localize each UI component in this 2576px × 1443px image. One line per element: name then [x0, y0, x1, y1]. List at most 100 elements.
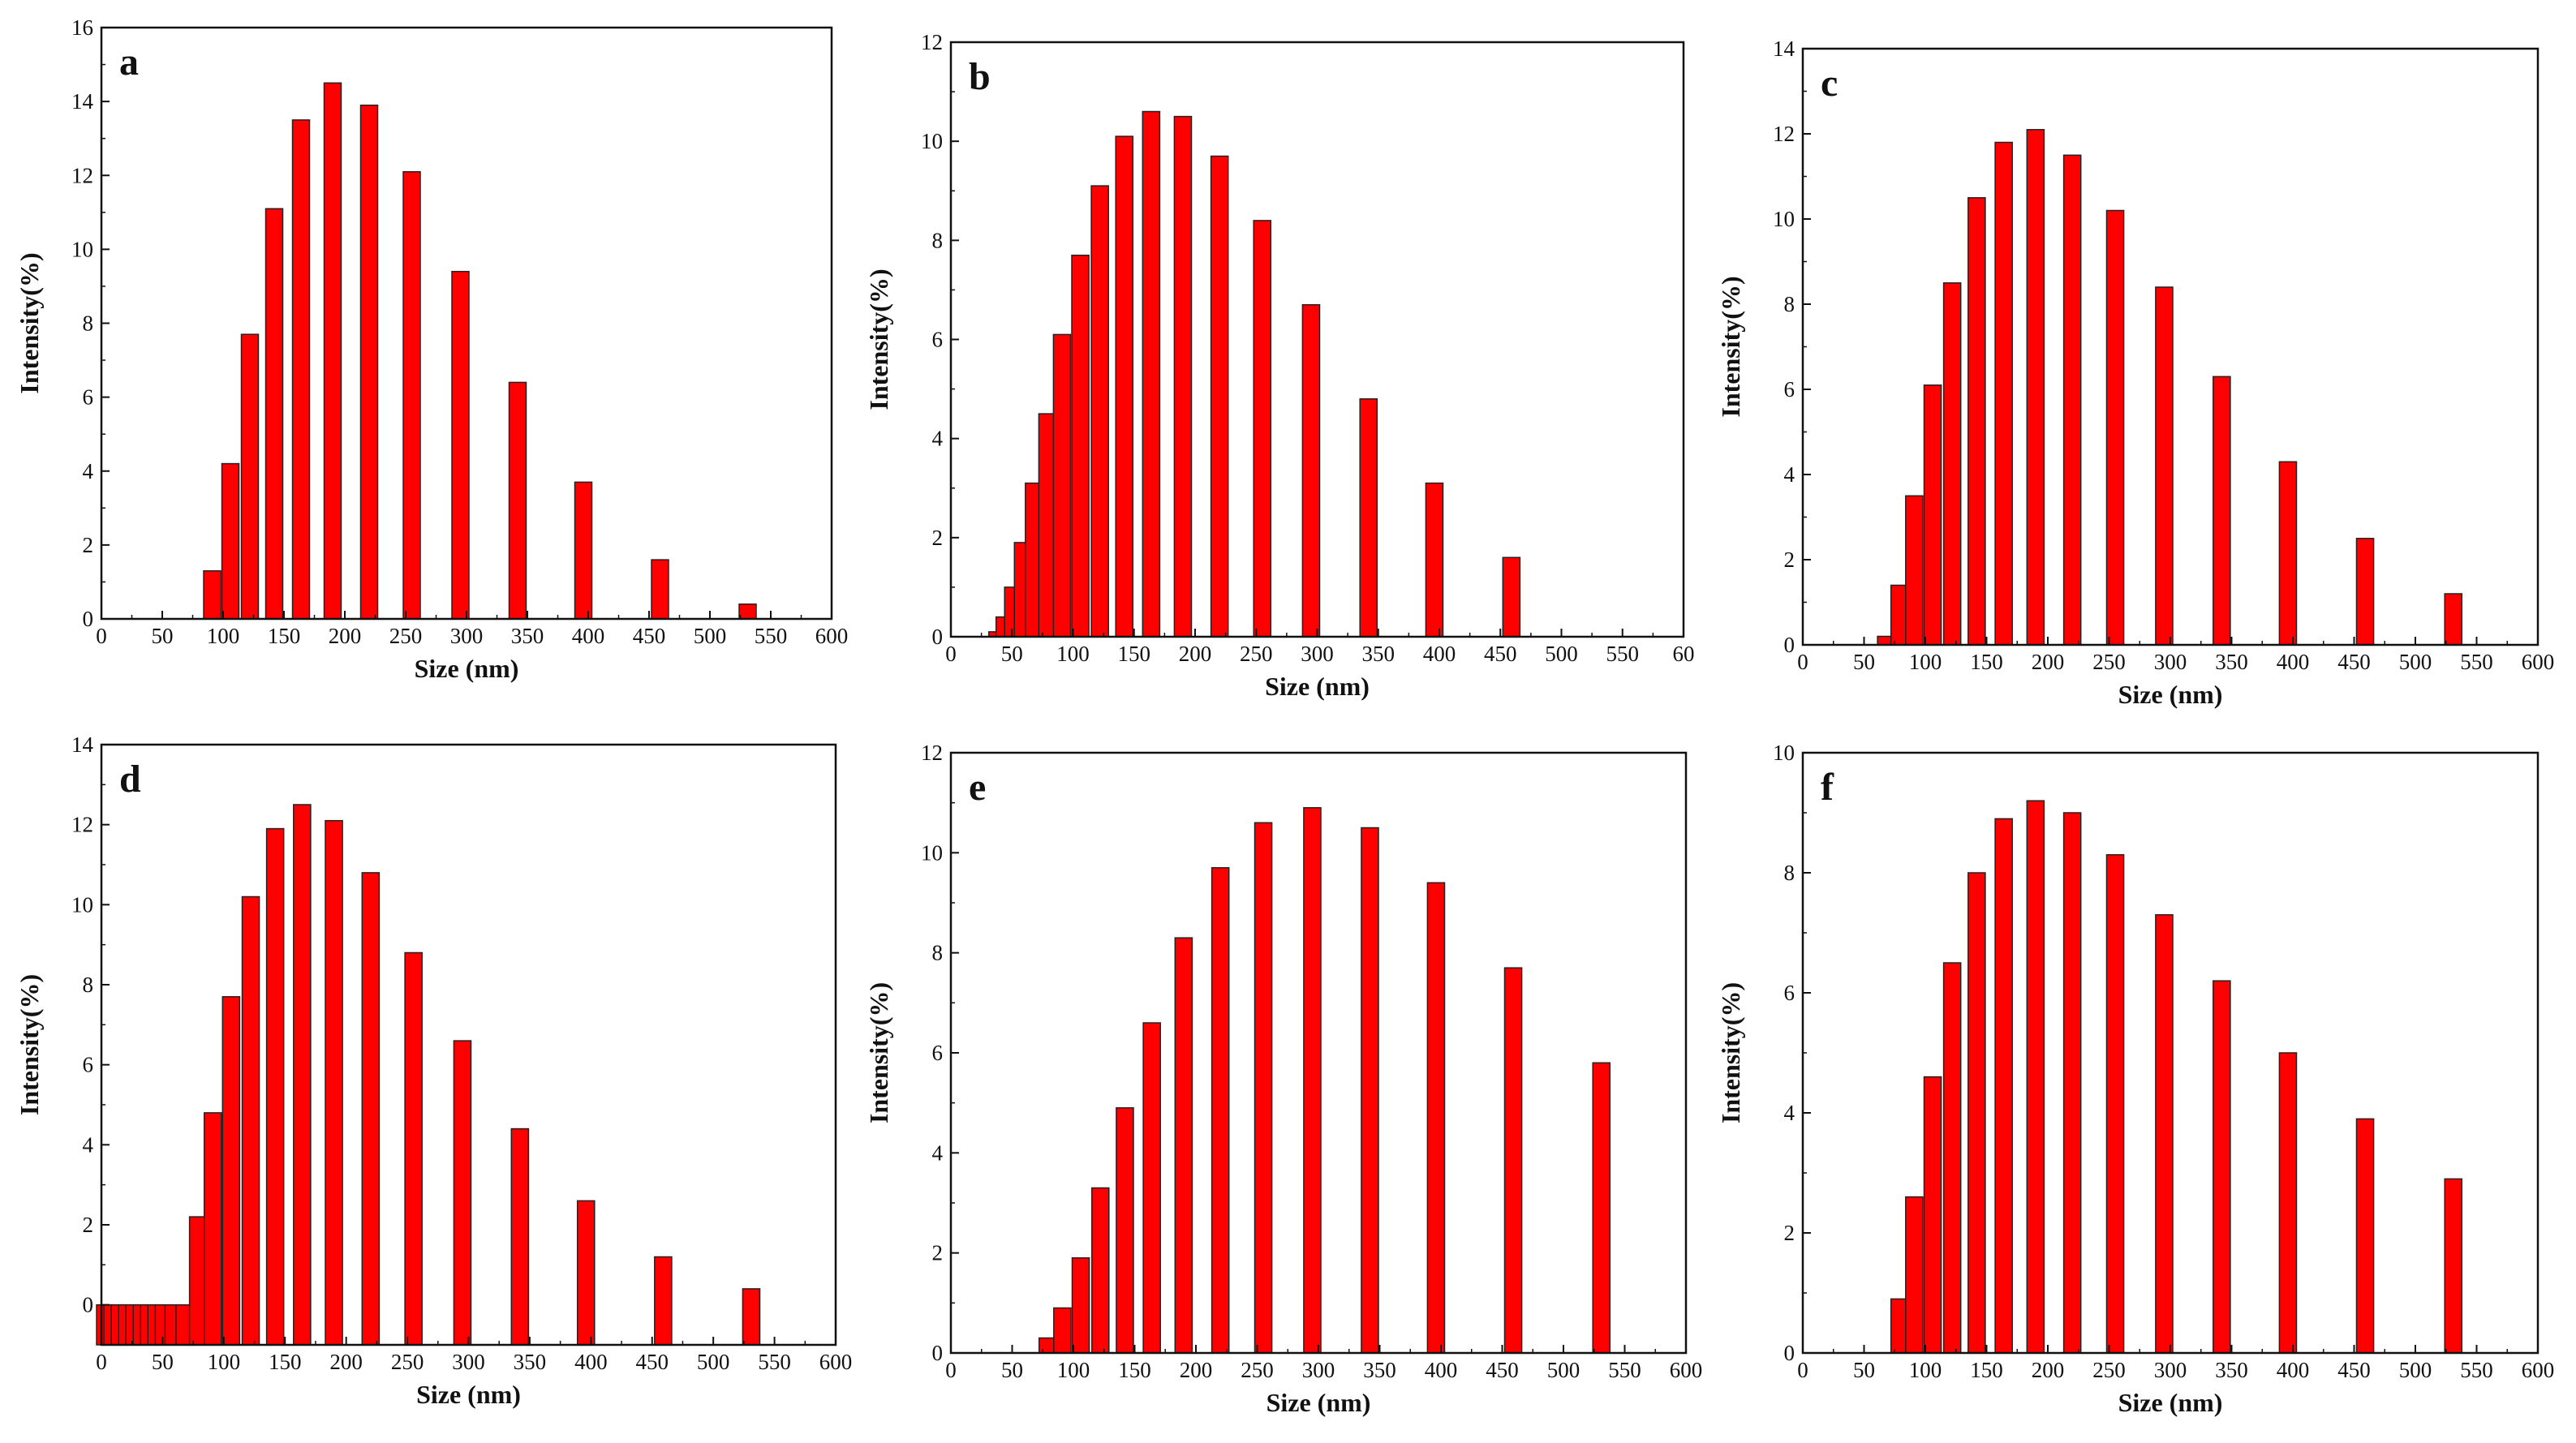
y-tick-label: 2 [932, 526, 944, 550]
x-tick-label: 400 [574, 1350, 608, 1374]
y-tick-label: 6 [932, 1041, 944, 1065]
x-tick-label: 50 [1853, 1358, 1875, 1382]
y-axis-label: Intensity(%) [15, 974, 44, 1115]
x-tick-label: 500 [694, 624, 727, 648]
bar [2062, 154, 2082, 646]
y-axis-label: Intensity(%) [864, 268, 893, 410]
y-tick-label: 10 [1773, 207, 1795, 231]
x-tick-label: 0 [1797, 650, 1808, 674]
y-tick-label: 6 [1784, 377, 1795, 402]
bar [2062, 812, 2082, 1354]
y-tick-label: 10 [921, 840, 943, 865]
y-tick-label: 6 [83, 385, 94, 410]
y-tick-label: 14 [71, 89, 94, 114]
y-tick-label: 12 [921, 741, 943, 765]
x-tick-label: 100 [1056, 642, 1090, 666]
bar [1426, 882, 1446, 1354]
bar [1116, 1107, 1134, 1354]
y-tick-label: 8 [83, 973, 94, 997]
x-tick-label: 350 [514, 1350, 547, 1374]
y-axis-label: Intensity(%) [864, 982, 893, 1123]
x-axis-label: Size (nm) [1266, 1388, 1371, 1417]
panel-letter: a [119, 41, 139, 84]
bar [1592, 1062, 1611, 1354]
x-tick-label: 450 [633, 624, 666, 648]
y-tick-label: 12 [71, 813, 93, 837]
chart-panel-a: 0 50 100 150 200 250 300 350 400 450 500 550 600 0 2 4 6… [15, 15, 848, 683]
x-tick-label: 100 [208, 1350, 241, 1374]
panel-letter: c [1821, 62, 1838, 105]
bar [1142, 110, 1161, 638]
x-tick-label: 550 [1606, 642, 1640, 666]
y-tick-label: 2 [932, 1241, 944, 1265]
x-tick-label: 600 [815, 624, 849, 648]
bar [325, 819, 343, 1346]
x-tick-label: 350 [1362, 642, 1396, 666]
y-tick-label: 4 [83, 459, 94, 483]
x-tick-label: 300 [452, 1350, 485, 1374]
bar [1994, 141, 2013, 646]
bar [651, 559, 669, 620]
chart-panel-e: 0 50 100 150 200 250 300 350 400 450 500 550 600 0 2 4 6… [864, 741, 1702, 1417]
bar [1967, 197, 1986, 646]
bar [221, 996, 241, 1346]
y-tick-label: 10 [921, 129, 943, 153]
bar [241, 895, 260, 1346]
bar [453, 1040, 472, 1346]
x-tick-label: 0 [945, 1358, 957, 1382]
y-axis-label: Intensity(%) [1716, 276, 1745, 417]
x-tick-label: 450 [1486, 1358, 1519, 1382]
x-axis-label: Size (nm) [416, 1380, 521, 1409]
x-tick-label: 250 [389, 624, 423, 648]
x-tick-label: 50 [1001, 1358, 1023, 1382]
y-tick-label: 4 [932, 1140, 944, 1165]
bar [1923, 1076, 1942, 1354]
x-tick-label: 450 [636, 1350, 669, 1374]
bar [361, 872, 381, 1346]
x-tick-label: 300 [450, 624, 484, 648]
y-tick-label: 6 [932, 328, 944, 352]
x-tick-label: 200 [1179, 642, 1212, 666]
x-tick-label: 0 [1797, 1358, 1808, 1382]
bar [1253, 220, 1272, 638]
bar [2355, 1118, 2375, 1354]
bar [2444, 593, 2463, 646]
y-tick-label: 8 [1784, 292, 1795, 316]
y-tick-label: 0 [83, 1293, 94, 1317]
x-axis-label: Size (nm) [1265, 672, 1370, 701]
x-tick-label: 60 [1673, 642, 1695, 666]
x-tick-label: 50 [152, 624, 174, 648]
bar [1210, 155, 1229, 638]
bar [1052, 333, 1072, 638]
x-tick-label: 350 [511, 624, 544, 648]
x-tick-label: 250 [1241, 1358, 1274, 1382]
x-tick-label: 400 [572, 624, 605, 648]
y-tick-label: 2 [83, 1213, 94, 1237]
x-tick-label: 450 [1484, 642, 1517, 666]
bar [402, 170, 421, 620]
x-tick-label: 350 [2215, 650, 2248, 674]
bar [2155, 286, 2174, 646]
bar [1090, 1187, 1110, 1354]
chart-panel-c: 0 50 100 150 200 250 300 350 400 450 500 550 600 0 2 4 6… [1716, 37, 2554, 709]
bar [1115, 135, 1134, 638]
bar [293, 804, 312, 1346]
x-tick-label: 300 [2154, 1358, 2187, 1382]
x-tick-label: 250 [1240, 642, 1273, 666]
bar [1942, 282, 1962, 646]
bar [510, 1127, 530, 1346]
x-tick-label: 550 [755, 624, 788, 648]
x-tick-label: 400 [2277, 650, 2310, 674]
x-tick-label: 500 [1545, 642, 1578, 666]
bar [654, 1256, 673, 1346]
x-tick-label: 500 [2399, 650, 2432, 674]
bar [291, 119, 311, 620]
x-tick-label: 150 [268, 624, 301, 648]
bar [2026, 129, 2045, 646]
x-tick-label: 200 [329, 1350, 363, 1374]
x-tick-label: 100 [207, 624, 240, 648]
x-tick-label: 100 [1909, 1358, 1942, 1382]
x-tick-label: 200 [1180, 1358, 1213, 1382]
bar [1905, 495, 1924, 646]
